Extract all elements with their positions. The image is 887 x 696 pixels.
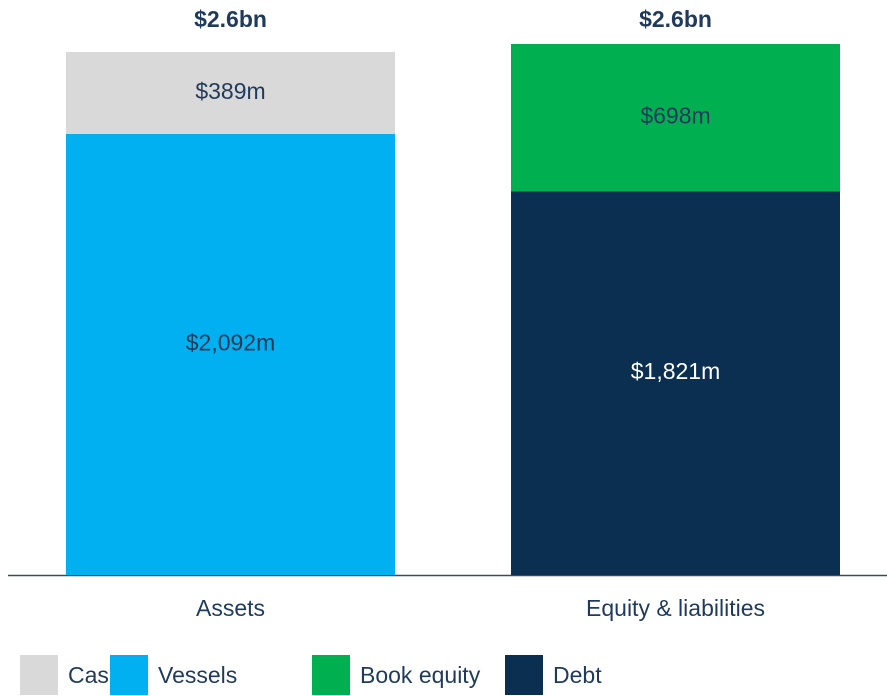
bar-segment: [511, 191, 840, 575]
legend-label: Book equity: [360, 662, 481, 688]
value-label: $389m: [195, 78, 265, 104]
legend-swatch: [505, 655, 543, 695]
total-label: $2.6bn: [194, 6, 267, 32]
value-label: $698m: [640, 103, 710, 129]
bar-segment: [66, 52, 395, 135]
bar-segment: [66, 134, 395, 575]
value-label: $1,821m: [631, 358, 721, 384]
value-label: $2,092m: [186, 330, 276, 356]
x-tick-label: Equity & liabilities: [586, 595, 765, 621]
legend-label: Debt: [553, 662, 602, 688]
x-tick-label: Assets: [196, 595, 265, 621]
legend-swatch: [312, 655, 350, 695]
legend-swatch: [20, 655, 58, 695]
bar-segment: [511, 44, 840, 192]
legend-label: Vessels: [158, 662, 237, 688]
legend-swatch: [110, 655, 148, 695]
total-label: $2.6bn: [639, 6, 712, 32]
